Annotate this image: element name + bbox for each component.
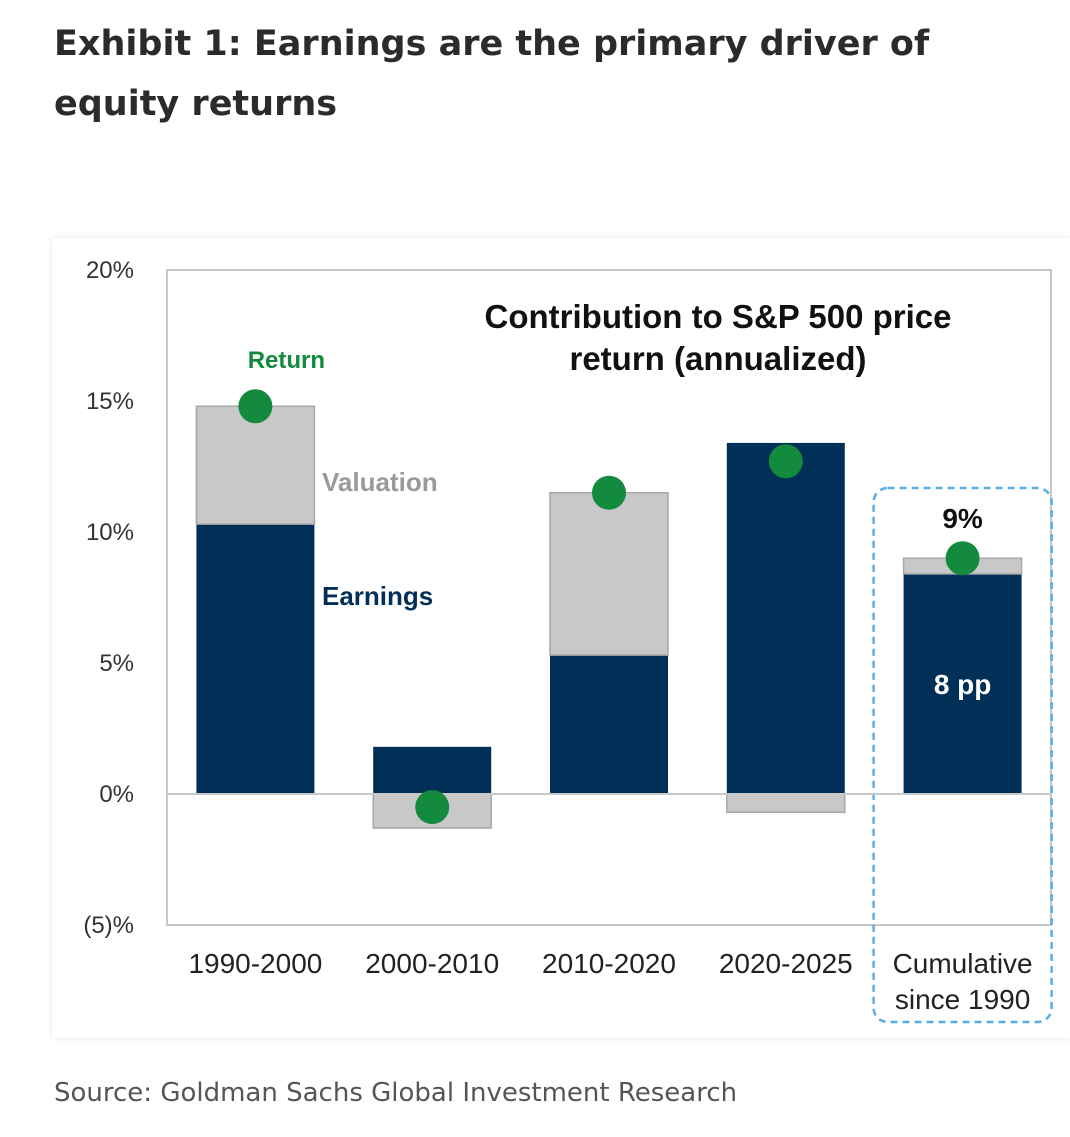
chart-title-line-1: Contribution to S&P 500 price xyxy=(485,298,952,335)
x-tick-label-4: Cumulative xyxy=(893,948,1033,979)
valuation-bar-0 xyxy=(195,405,316,525)
source-note: Source: Goldman Sachs Global Investment … xyxy=(54,1078,738,1108)
valuation-bar-3 xyxy=(726,793,846,814)
return-point-3 xyxy=(768,444,803,479)
return-point-4 xyxy=(945,541,980,576)
y-tick-label-3: 5% xyxy=(99,650,134,677)
chart-svg: 20% 15% 10% 5% 0% (5)% 1990-2000 2000-2010 2010-… xyxy=(83,257,1053,1024)
annotation-valuation: Valuation xyxy=(322,467,438,497)
annotation-cumulative-total: 9% xyxy=(942,503,983,534)
y-tick-label-1: 15% xyxy=(86,388,134,415)
x-tick-label-3: 2020-2025 xyxy=(719,948,853,979)
return-point-2 xyxy=(592,475,626,510)
valuation-bar-2 xyxy=(549,491,669,656)
earnings-bar-0 xyxy=(196,524,315,794)
annotation-return: Return xyxy=(248,347,325,374)
y-tick-label-5: (5)% xyxy=(83,912,134,939)
x-tick-label-1: 2000-2010 xyxy=(365,948,499,979)
x-tick-label-0: 1990-2000 xyxy=(188,948,322,979)
earnings-bar-4 xyxy=(903,573,1022,794)
y-tick-label-2: 10% xyxy=(86,519,134,546)
x-tick-label-2: 2010-2020 xyxy=(542,948,676,979)
chart-card: 20% 15% 10% 5% 0% (5)% 1990-2000 2000-2010 2010-… xyxy=(52,238,1070,1038)
y-tick-label-0: 20% xyxy=(86,257,134,284)
exhibit-title: Exhibit 1: Earnings are the primary driv… xyxy=(54,24,930,124)
earnings-bar-2 xyxy=(550,655,668,794)
highlight-box xyxy=(872,486,1053,1024)
earnings-bar-3 xyxy=(726,442,845,794)
return-point-1 xyxy=(415,790,450,825)
annotation-cumulative-earnings: 8 pp xyxy=(934,669,992,700)
earnings-bar-1 xyxy=(373,746,492,794)
return-point-0 xyxy=(238,389,273,424)
chart-title-line-2: return (annualized) xyxy=(569,340,866,377)
x-tick-label-4-line2: since 1990 xyxy=(895,984,1030,1015)
y-tick-label-4: 0% xyxy=(99,781,134,808)
annotation-earnings: Earnings xyxy=(322,581,433,611)
